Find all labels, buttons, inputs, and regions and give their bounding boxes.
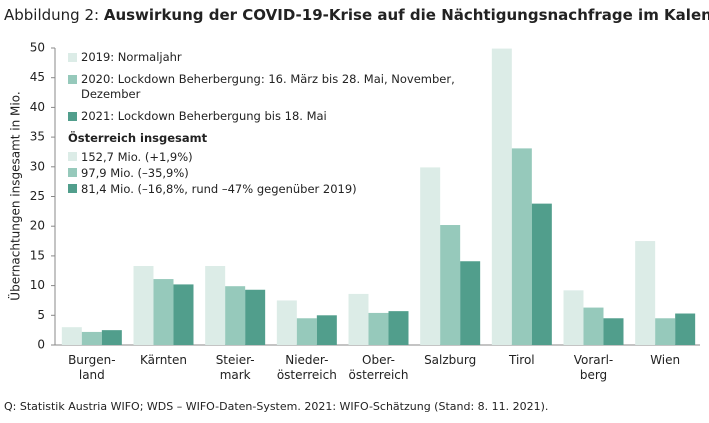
- x-tick-label: Ober- österreich: [348, 353, 409, 382]
- bar: [61, 327, 82, 345]
- bar: [173, 284, 194, 345]
- bar: [348, 293, 369, 345]
- totals-label: 152,7 Mio. (+1,9%): [81, 150, 193, 164]
- y-tick-label: 10: [30, 278, 45, 292]
- bar: [511, 148, 532, 345]
- bar: [133, 265, 154, 345]
- x-tick-label: Nieder- österreich: [276, 353, 337, 382]
- chart-title: Auswirkung der COVID-19-Krise auf die Nä…: [103, 6, 709, 24]
- x-tick-label: Salzburg: [424, 353, 477, 367]
- totals-label: 97,9 Mio. (–35,9%): [81, 166, 189, 180]
- bar: [225, 286, 246, 345]
- y-tick-label: 5: [37, 308, 45, 322]
- totals-item: 152,7 Mio. (+1,9%): [68, 149, 468, 165]
- bar: [368, 312, 389, 345]
- bar: [245, 289, 266, 345]
- y-tick-label: 15: [30, 248, 45, 262]
- legend-label: 2019: Normaljahr: [81, 50, 182, 64]
- totals-item: 97,9 Mio. (–35,9%): [68, 165, 468, 181]
- bar: [635, 241, 656, 345]
- totals-swatch: [68, 184, 77, 193]
- title: Abbildung 2: Auswirkung der COVID-19-Kri…: [4, 6, 709, 24]
- y-tick-label: 20: [30, 219, 45, 233]
- x-tick-label: Kärnten: [139, 353, 188, 367]
- legend-swatch: [68, 112, 77, 121]
- bar: [655, 318, 676, 345]
- totals-swatch: [68, 168, 77, 177]
- bar: [531, 203, 552, 345]
- bar: [460, 261, 481, 345]
- bar: [388, 311, 409, 345]
- y-axis-label: Übernachtungen insgesamt in Mio.: [7, 91, 23, 300]
- legend-item: 2020: Lockdown Beherbergung: 16. März bi…: [68, 72, 468, 102]
- bar: [440, 225, 461, 345]
- x-tick-label: Burgen- land: [68, 353, 116, 382]
- y-tick-label: 0: [37, 338, 45, 352]
- bar: [81, 331, 102, 345]
- title-prefix: Abbildung 2:: [4, 6, 100, 24]
- bar: [205, 265, 226, 345]
- legend-swatch: [68, 53, 77, 62]
- x-tick-label: Tirol: [509, 353, 535, 367]
- totals-label: 81,4 Mio. (–16,8%, rund –47% gegenüber 2…: [81, 182, 357, 196]
- bar: [675, 313, 696, 345]
- legend-item: 2021: Lockdown Beherbergung bis 18. Mai: [68, 109, 468, 124]
- bar: [563, 290, 584, 345]
- y-tick-label: 50: [30, 41, 45, 55]
- bar: [276, 300, 297, 345]
- totals-title: Österreich insgesamt: [68, 131, 208, 145]
- legend-swatch: [68, 75, 77, 84]
- bar: [583, 307, 604, 345]
- legend-label: 2021: Lockdown Beherbergung bis 18. Mai: [81, 109, 327, 123]
- bar: [420, 167, 441, 345]
- y-tick-label: 35: [30, 130, 45, 144]
- bar: [296, 318, 317, 345]
- y-tick-label: 30: [30, 159, 45, 173]
- totals-swatch: [68, 152, 77, 161]
- x-tick-label: Vorarl- berg: [573, 353, 614, 382]
- source: Q: Statistik Austria WIFO; WDS – WIFO-Da…: [4, 400, 549, 413]
- bar: [316, 315, 337, 345]
- legend-label: 2020: Lockdown Beherbergung: 16. März bi…: [81, 72, 455, 101]
- x-tick-label: Steier- mark: [215, 353, 255, 382]
- legend: 2019: Normaljahr 2020: Lockdown Beherberg…: [68, 50, 468, 197]
- x-tick-label: Wien: [650, 353, 681, 367]
- y-tick-label: 25: [30, 189, 45, 203]
- y-tick-label: 40: [30, 100, 45, 114]
- bar: [603, 318, 624, 345]
- bar: [491, 48, 512, 346]
- bar: [101, 330, 122, 345]
- bar: [153, 279, 174, 345]
- totals-item: 81,4 Mio. (–16,8%, rund –47% gegenüber 2…: [68, 181, 468, 197]
- legend-item: 2019: Normaljahr: [68, 50, 468, 65]
- y-tick-label: 45: [30, 70, 45, 84]
